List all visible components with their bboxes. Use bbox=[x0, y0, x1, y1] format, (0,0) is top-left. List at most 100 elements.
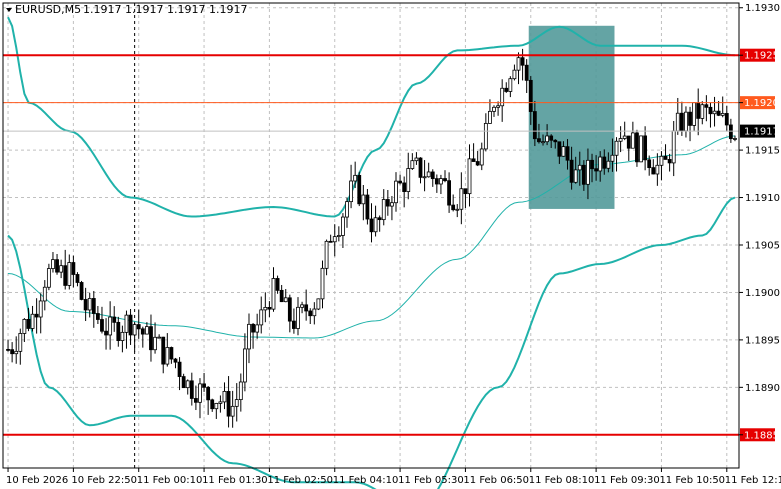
candle bbox=[528, 76, 533, 125]
candle-body bbox=[247, 323, 251, 350]
candle bbox=[287, 294, 292, 333]
candle bbox=[643, 126, 648, 171]
candle bbox=[267, 301, 272, 318]
candle bbox=[283, 289, 288, 303]
candle-body bbox=[385, 199, 390, 207]
candle-body bbox=[667, 159, 672, 164]
y-tick-label-7: 1.1895 bbox=[745, 335, 780, 346]
candle-body bbox=[716, 110, 721, 116]
candle-body bbox=[26, 318, 31, 329]
candle bbox=[120, 325, 125, 353]
candle bbox=[255, 313, 260, 339]
candle-body bbox=[177, 361, 182, 377]
x-tick-label-10: 11 Feb 10:50 bbox=[659, 475, 725, 486]
candle bbox=[91, 290, 96, 328]
candle-body bbox=[684, 111, 688, 132]
candle-body bbox=[108, 316, 113, 336]
x-tick-label-0: 10 Feb 2026 bbox=[6, 475, 68, 486]
candle bbox=[647, 155, 652, 176]
candle-body bbox=[647, 159, 652, 169]
candle bbox=[610, 138, 615, 172]
candle bbox=[532, 101, 537, 147]
candle bbox=[545, 124, 550, 146]
candle-body bbox=[651, 167, 656, 175]
candle bbox=[51, 252, 55, 273]
candle-body bbox=[173, 358, 178, 363]
candle-body bbox=[447, 180, 451, 206]
candle bbox=[230, 390, 235, 428]
candle-body bbox=[79, 282, 84, 300]
candle-body bbox=[100, 319, 104, 332]
candle bbox=[712, 96, 717, 127]
candle-body bbox=[218, 401, 223, 404]
candle bbox=[475, 151, 480, 167]
candle bbox=[206, 385, 211, 415]
dropdown-triangle-icon[interactable] bbox=[6, 8, 12, 12]
candle bbox=[463, 188, 468, 209]
candle bbox=[635, 129, 639, 167]
candle bbox=[402, 176, 407, 208]
candle bbox=[189, 372, 194, 406]
candle bbox=[700, 101, 705, 125]
candle-body bbox=[516, 57, 521, 71]
candle bbox=[581, 160, 586, 191]
candle bbox=[202, 372, 206, 392]
candle-body bbox=[18, 333, 23, 352]
candle-body bbox=[549, 135, 554, 141]
candle-body bbox=[165, 347, 170, 365]
candle-body bbox=[496, 105, 500, 108]
candle-body bbox=[14, 350, 19, 355]
candle bbox=[565, 139, 570, 170]
candle-body bbox=[671, 130, 676, 164]
candle-body bbox=[557, 141, 562, 157]
candle-body bbox=[488, 110, 492, 124]
candle-body bbox=[434, 178, 439, 185]
x-tick-label-2: 11 Feb 00:10 bbox=[137, 475, 203, 486]
candle-body bbox=[532, 111, 537, 140]
candle-body bbox=[733, 138, 737, 140]
candle-body bbox=[451, 204, 456, 211]
candle bbox=[651, 159, 656, 175]
candle bbox=[439, 174, 443, 195]
candle-body bbox=[524, 64, 529, 81]
candle-body bbox=[394, 180, 398, 204]
candle bbox=[667, 153, 672, 172]
candle bbox=[153, 322, 157, 354]
candle-body bbox=[655, 164, 660, 175]
candle-body bbox=[341, 216, 345, 236]
candle bbox=[586, 148, 590, 200]
candle bbox=[128, 308, 133, 345]
candle-body bbox=[87, 298, 92, 311]
candle bbox=[193, 385, 198, 411]
candle bbox=[659, 151, 664, 181]
candle bbox=[38, 293, 43, 334]
price-level-tag-1 bbox=[740, 96, 775, 110]
candle bbox=[385, 190, 390, 216]
candle bbox=[124, 310, 129, 349]
candle-body bbox=[120, 331, 125, 342]
candle bbox=[18, 328, 23, 365]
candle-body bbox=[189, 380, 194, 399]
candle-body bbox=[528, 79, 533, 112]
candle bbox=[598, 151, 603, 182]
candle-body bbox=[381, 199, 386, 221]
candle-body bbox=[243, 348, 247, 383]
candle bbox=[479, 142, 484, 171]
price-level-tag-text-0: 1.1925 bbox=[744, 51, 779, 62]
price-level-tag-text-2: 1.1885 bbox=[744, 430, 779, 441]
candle bbox=[639, 135, 643, 163]
y-tick-label-3: 1.1915 bbox=[745, 146, 780, 157]
candle-body bbox=[508, 78, 513, 92]
candle bbox=[447, 172, 451, 213]
candle bbox=[377, 215, 382, 232]
candle bbox=[332, 224, 337, 257]
price-level-tag-0 bbox=[740, 48, 775, 62]
candle bbox=[140, 326, 145, 348]
candle bbox=[71, 255, 76, 288]
candle bbox=[316, 298, 321, 311]
candle-body bbox=[610, 154, 615, 162]
candle bbox=[165, 333, 170, 367]
candle-body bbox=[475, 161, 480, 166]
candle-body bbox=[635, 132, 639, 163]
